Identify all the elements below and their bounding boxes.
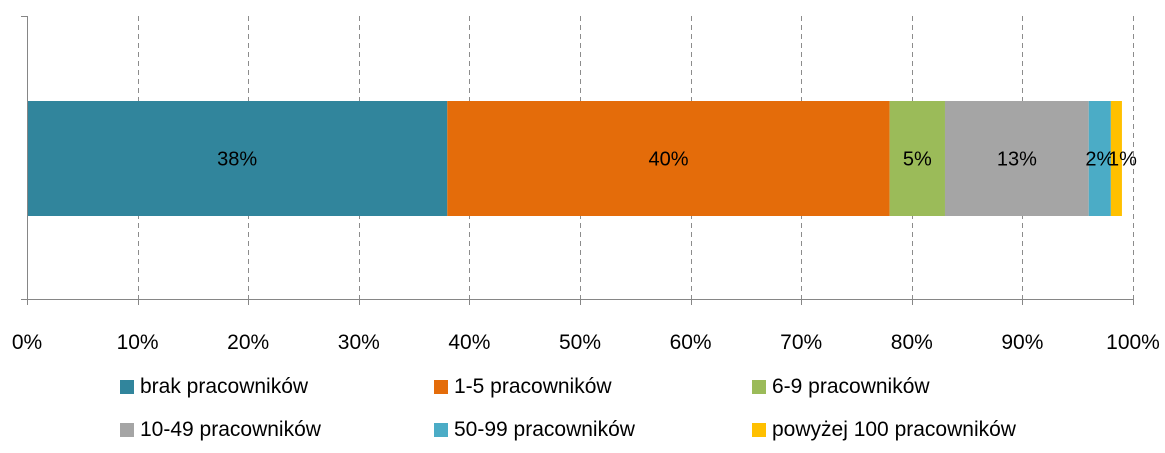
data-label: 13% xyxy=(997,149,1037,171)
x-tick-label: 20% xyxy=(227,331,269,354)
data-label: 2% xyxy=(1085,149,1114,171)
x-tick-label: 30% xyxy=(338,331,380,354)
legend-label: 50-99 pracowników xyxy=(454,418,635,441)
legend-label: 10-49 pracowników xyxy=(140,418,321,441)
legend: brak pracowników 1-5 pracowników 6-9 praco… xyxy=(120,375,1120,453)
bar-segment xyxy=(27,101,448,216)
bar-segments: 38% 40% 5% 13% 2%1% xyxy=(27,101,1137,216)
data-label: 5% xyxy=(903,149,932,171)
axes xyxy=(21,16,1134,300)
stacked-bar-chart: 38% 40% 5% 13% 2%1% 0% 10% 20% 30% 40% 50% 60% 70% 8… xyxy=(12,16,1160,354)
legend-item: 6-9 pracowników xyxy=(752,375,930,399)
legend-swatch xyxy=(120,380,134,394)
legend-swatch xyxy=(120,423,134,437)
x-tick-label: 90% xyxy=(1001,331,1043,354)
legend-item: powyżej 100 pracowników xyxy=(752,418,1016,442)
legend-swatch xyxy=(752,380,766,394)
bar-segment xyxy=(1110,101,1122,216)
bar-segment xyxy=(1088,101,1111,216)
data-label: 1% xyxy=(1108,149,1137,171)
x-tick-labels: 0% 10% 20% 30% 40% 50% 60% 70% 80% 90% 100% xyxy=(12,299,1160,354)
legend-label: powyżej 100 pracowników xyxy=(772,418,1016,441)
bar-segment xyxy=(447,101,890,216)
legend-swatch xyxy=(434,380,448,394)
x-tick-label: 10% xyxy=(117,331,159,354)
legend-item: brak pracowników xyxy=(120,375,308,399)
data-label: 40% xyxy=(648,149,688,171)
data-label: 38% xyxy=(217,149,257,171)
x-tick-label: 0% xyxy=(12,331,42,354)
legend-item: 10-49 pracowników xyxy=(120,418,321,442)
legend-item: 50-99 pracowników xyxy=(434,418,635,442)
bar-segment xyxy=(889,101,945,216)
x-tick-label: 50% xyxy=(559,331,601,354)
legend-label: 6-9 pracowników xyxy=(772,375,930,398)
bar-segment xyxy=(944,101,1089,216)
x-tick-label: 40% xyxy=(448,331,490,354)
legend-label: 1-5 pracowników xyxy=(454,375,612,398)
legend-label: brak pracowników xyxy=(140,375,309,398)
x-tick-label: 70% xyxy=(780,331,822,354)
x-tick-label: 100% xyxy=(1106,331,1160,354)
legend-swatch xyxy=(434,423,448,437)
grid-lines xyxy=(138,16,1134,299)
x-tick-label: 80% xyxy=(891,331,933,354)
legend-swatch xyxy=(752,423,766,437)
legend-item: 1-5 pracowników xyxy=(434,375,612,399)
x-tick-label: 60% xyxy=(670,331,712,354)
